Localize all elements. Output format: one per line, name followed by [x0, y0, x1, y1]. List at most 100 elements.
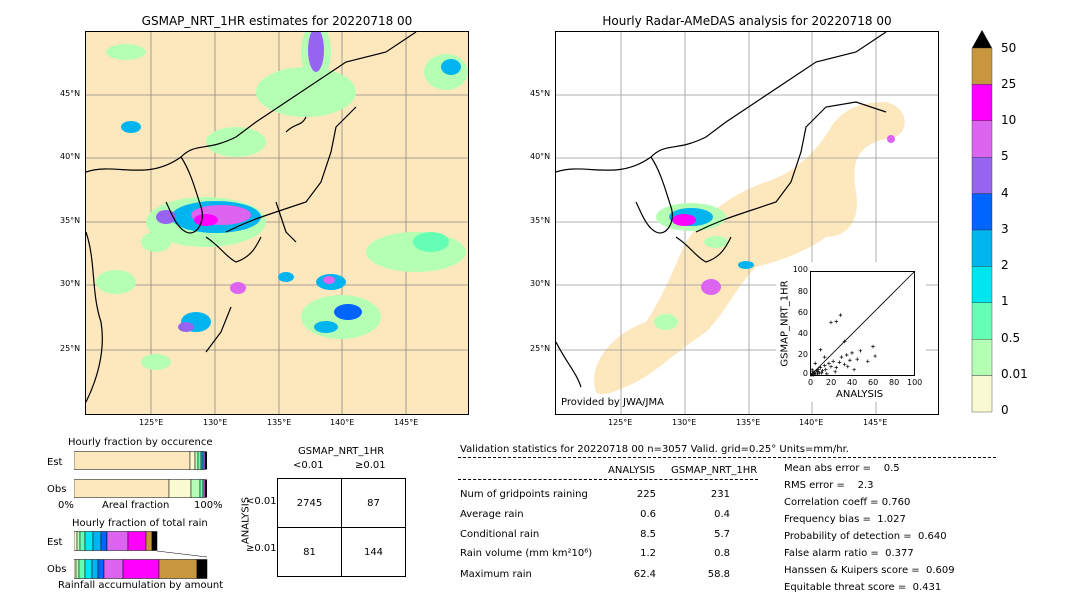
- scatter-point: [829, 364, 833, 369]
- scatter-point: [822, 355, 827, 359]
- scatter-point: [855, 357, 860, 361]
- score-far: False alarm ratio = 0.377: [784, 548, 914, 559]
- scatter-x-ticks: 0 20 40 60 80 100: [800, 378, 926, 388]
- contingency-title: GSMAP_NRT_1HR: [298, 446, 385, 457]
- contingency-cell: 2745: [277, 478, 342, 528]
- scatter-point: [810, 367, 814, 372]
- validation-col-rule: [458, 479, 758, 480]
- occurrence-axis-mid: Areal fraction: [102, 500, 170, 511]
- colorbar-labels: 50 25 10 5 4 3 2 1 0.5 0.01 0: [1001, 40, 1041, 420]
- colorbar-label: 3: [1001, 222, 1009, 236]
- validation-row-analysis: 0.6: [640, 509, 656, 520]
- occurrence-axis-right: 100%: [194, 500, 223, 511]
- scatter-point: [822, 363, 827, 368]
- colorbar-label: 10: [1001, 113, 1017, 127]
- contingency-cell: 87: [341, 478, 406, 528]
- scatter-point: [838, 313, 843, 317]
- validation-row-gsmap: 0.8: [714, 548, 730, 559]
- right-lat-label-35: 35°N: [530, 216, 551, 225]
- colorbar-label: 2: [1001, 258, 1009, 272]
- scatter-point: [837, 360, 842, 365]
- score-pod: Probability of detection = 0.640: [784, 531, 947, 542]
- validation-header-rule: [458, 457, 996, 458]
- colorbar-swatch: [971, 302, 993, 340]
- colorbar-swatch: [971, 120, 993, 158]
- colorbar-label: 50: [1001, 41, 1017, 55]
- occurrence-axis-left: 0%: [58, 500, 74, 511]
- contingency-row-lt: <0.01: [246, 496, 277, 507]
- validation-row-gsmap: 5.7: [714, 529, 730, 540]
- left-lon-label-140: 140°E: [330, 418, 355, 427]
- score-frequency-bias: Frequency bias = 1.027: [784, 514, 906, 525]
- validation-row: Maximum rain 62.4 58.8: [460, 569, 760, 580]
- right-lon-label-140: 140°E: [799, 418, 824, 427]
- left-map-title: GSMAP_NRT_1HR estimates for 20220718 00: [141, 14, 413, 28]
- score-rmse: RMS error = 2.3: [784, 480, 874, 491]
- validation-row-analysis: 225: [636, 489, 656, 500]
- left-lat-label-25: 25°N: [60, 344, 81, 353]
- scatter-point: [873, 354, 877, 358]
- left-lat-label-40: 40°N: [60, 152, 81, 161]
- validation-col-analysis: ANALYSIS: [608, 465, 656, 476]
- scatter-point: [825, 372, 829, 376]
- score-mae: Mean abs error = 0.5: [784, 463, 900, 474]
- scatter-point: [848, 358, 852, 363]
- scatter-y-tick: 0: [802, 369, 808, 378]
- contingency-col-lt: <0.01: [293, 460, 324, 471]
- scatter-point: [844, 353, 849, 357]
- colorbar-label: 25: [1001, 77, 1017, 91]
- validation-row-label: Rain volume (mm km²10⁶): [460, 548, 593, 559]
- contingency-table: 2745 87 81 144: [277, 478, 406, 577]
- total-rain-title: Hourly fraction of total rain: [72, 518, 208, 529]
- left-lon-label-135: 135°E: [267, 418, 292, 427]
- left-lat-label-35: 35°N: [60, 216, 81, 225]
- left-map-svg: [86, 32, 468, 414]
- right-lon-label-130: 130°E: [672, 418, 697, 427]
- right-lon-label-125: 125°E: [608, 418, 633, 427]
- scatter-x-tick: 60: [868, 378, 879, 387]
- right-lat-label-40: 40°N: [530, 152, 551, 161]
- occurrence-obs-bar: [74, 479, 207, 498]
- scatter-point: [839, 355, 844, 359]
- scatter-point: [820, 368, 825, 373]
- scatter-point: [834, 365, 839, 370]
- validation-row-label: Maximum rain: [460, 569, 532, 580]
- scatter-xlabel: ANALYSIS: [836, 389, 884, 400]
- scatter-point: [811, 370, 815, 374]
- colorbar-swatch: [971, 84, 993, 122]
- validation-row-label: Average rain: [460, 509, 524, 520]
- contingency-cell: 144: [341, 527, 406, 577]
- total-rain-row-obs: Obs: [47, 564, 67, 575]
- scatter-x-tick: 40: [847, 378, 858, 387]
- colorbar-swatch: [971, 193, 993, 231]
- occurrence-bars: [74, 451, 207, 498]
- scatter-ylabel: GSMAP_NRT_1HR: [779, 280, 791, 367]
- right-lon-label-135: 135°E: [736, 418, 761, 427]
- score-correlation: Correlation coeff = 0.760: [784, 497, 911, 508]
- validation-row: Rain volume (mm km²10⁶) 1.2 0.8: [460, 548, 760, 559]
- colorbar-swatch: [971, 266, 993, 303]
- scatter-point: [811, 373, 815, 377]
- left-lat-label-45: 45°N: [60, 89, 81, 98]
- colorbar: [971, 30, 993, 413]
- validation-row-analysis: 1.2: [640, 548, 656, 559]
- colorbar-label: 0: [1001, 403, 1009, 417]
- scatter-point: [865, 359, 870, 364]
- validation-row-analysis: 62.4: [633, 569, 656, 580]
- validation-row: Conditional rain 8.5 5.7: [460, 529, 760, 540]
- scatter-point: [852, 367, 856, 372]
- radar-credit: Provided by JWA/JMA: [561, 397, 664, 408]
- right-map: [555, 31, 939, 415]
- left-lon-label-130: 130°E: [203, 418, 228, 427]
- left-lat-label-30: 30°N: [60, 279, 81, 288]
- validation-col-gsmap: GSMAP_NRT_1HR: [671, 465, 758, 476]
- left-map: [85, 31, 469, 415]
- scatter-y-tick: 20: [797, 350, 808, 359]
- scatter-point: [834, 319, 839, 324]
- validation-row-gsmap: 58.8: [707, 569, 730, 580]
- colorbar-extend-arrow: [972, 30, 992, 48]
- scatter-point: [818, 347, 823, 352]
- occurrence-est-bar: [74, 451, 207, 470]
- contingency-row-ge: ≥0.01: [246, 543, 277, 554]
- validation-row-label: Num of gridpoints raining: [460, 489, 588, 500]
